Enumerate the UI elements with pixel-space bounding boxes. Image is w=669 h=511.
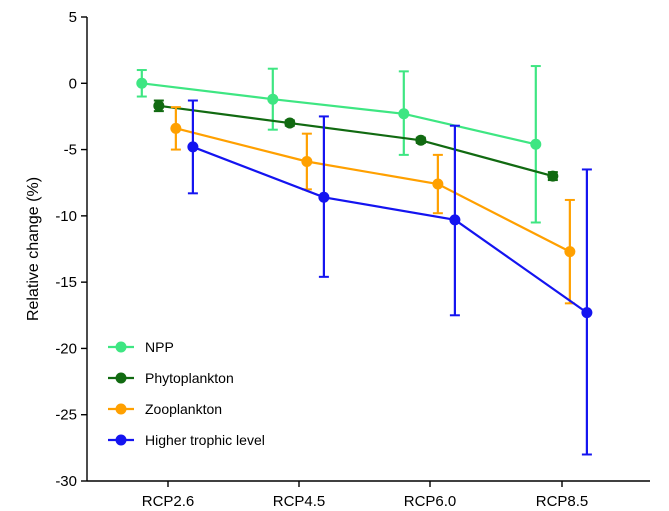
legend-label: NPP [145, 339, 174, 355]
data-point [153, 100, 165, 112]
data-point [301, 156, 313, 168]
y-tick-label: -30 [55, 473, 77, 490]
y-tick-label: -25 [55, 407, 77, 424]
data-point [581, 307, 593, 319]
series [136, 65, 593, 456]
series-line [175, 127, 571, 253]
x-tick-label: RCP4.5 [273, 493, 326, 510]
data-point [136, 77, 148, 89]
x-ticks: RCP2.6 RCP4.5 RCP6.0 RCP8.5 [142, 481, 589, 510]
x-tick-label: RCP8.5 [536, 493, 589, 510]
data-point [547, 170, 559, 182]
y-tick-label: 5 [69, 9, 77, 26]
y-tick-label: -20 [55, 340, 77, 357]
legend-swatch-marker [115, 403, 127, 415]
y-tick-label: -10 [55, 208, 77, 225]
legend-item: NPP [108, 339, 174, 355]
series-line [158, 104, 554, 178]
legend-swatch-marker [115, 434, 127, 446]
data-point [267, 93, 279, 105]
legend-swatch-marker [115, 341, 127, 353]
legend-label: Higher trophic level [145, 432, 265, 448]
data-point [449, 214, 461, 226]
series-npp [136, 65, 542, 224]
x-tick-label: RCP6.0 [404, 493, 457, 510]
legend-item: Zooplankton [108, 401, 222, 417]
legend-item: Higher trophic level [108, 432, 265, 448]
series-zooplankton [170, 106, 576, 305]
y-axis-title: Relative change (%) [25, 177, 42, 321]
legend-swatch-marker [115, 372, 127, 384]
legend-label: Phytoplankton [145, 370, 234, 386]
legend-item: Phytoplankton [108, 370, 234, 386]
y-tick-label: -15 [55, 274, 77, 291]
data-point [415, 134, 427, 146]
series-phytoplankton [153, 99, 559, 182]
y-ticks: 5 0 -5 -10 -15 -20 -25 -30 [55, 9, 87, 490]
data-point [284, 117, 296, 129]
data-point [432, 178, 444, 190]
axes [86, 17, 650, 482]
data-point [187, 141, 199, 153]
data-point [170, 122, 182, 134]
y-tick-label: -5 [64, 142, 77, 159]
legend: NPP Phytoplankton Zooplankton Higher trophi… [108, 339, 265, 448]
series-higher-trophic-level [187, 99, 593, 456]
series-line [141, 82, 537, 146]
y-tick-label: 0 [69, 75, 77, 92]
data-point [530, 138, 542, 150]
x-tick-label: RCP2.6 [142, 493, 195, 510]
data-point [564, 246, 576, 258]
series-line [192, 145, 588, 314]
legend-label: Zooplankton [145, 401, 222, 417]
data-point [398, 108, 410, 120]
data-point [318, 191, 330, 203]
